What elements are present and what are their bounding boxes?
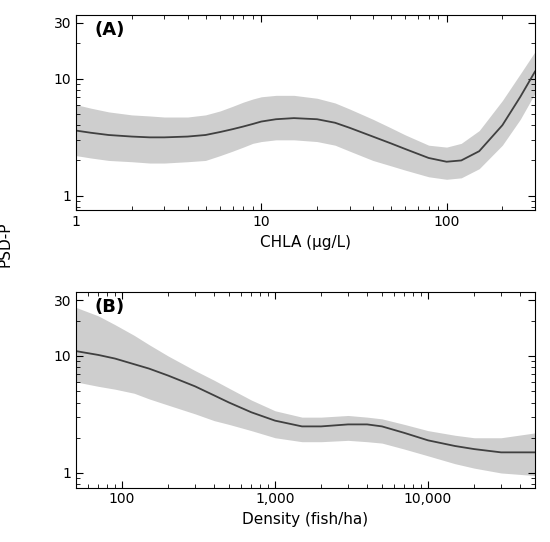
X-axis label: CHLA (μg/L): CHLA (μg/L) bbox=[260, 235, 351, 250]
Text: PSD-P: PSD-P bbox=[0, 221, 13, 267]
Text: (B): (B) bbox=[95, 298, 124, 316]
X-axis label: Density (fish/ha): Density (fish/ha) bbox=[243, 512, 368, 527]
Text: (A): (A) bbox=[95, 21, 125, 39]
